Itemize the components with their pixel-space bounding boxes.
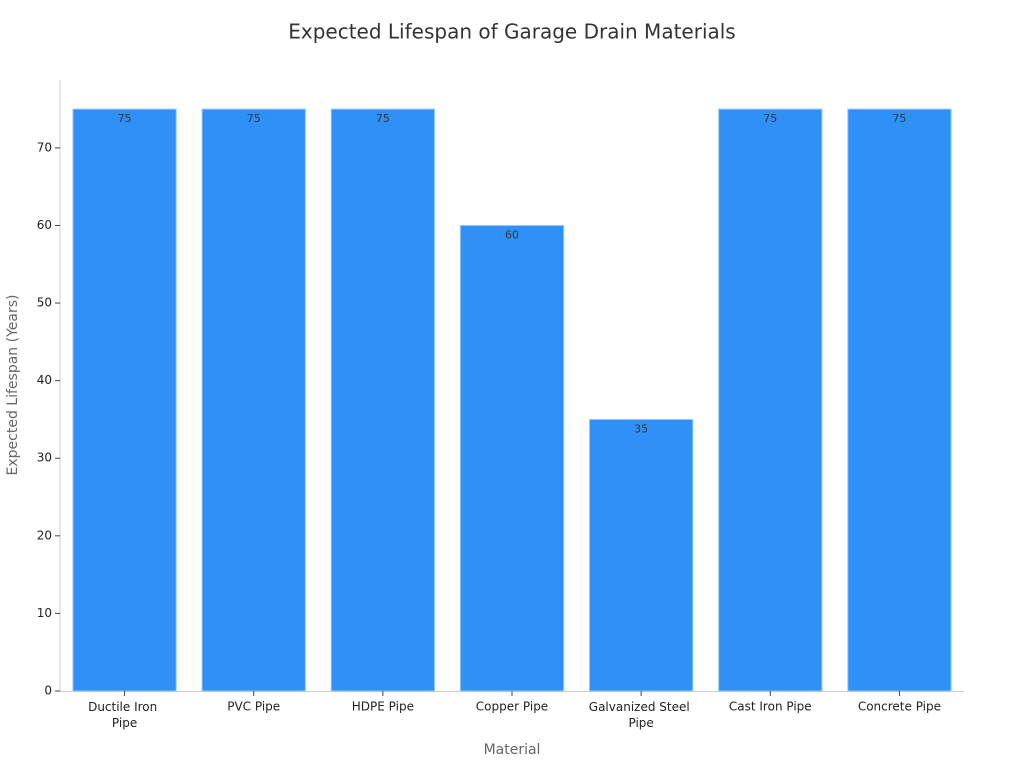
- data-label: 75: [892, 112, 906, 125]
- data-label: 75: [118, 112, 132, 125]
- x-tick-label: Concrete Pipe: [858, 700, 941, 714]
- chart-title: Expected Lifespan of Garage Drain Materi…: [288, 20, 735, 44]
- bar: [330, 108, 436, 692]
- y-tick-label: 30: [37, 451, 52, 465]
- x-tick-label: PVC Pipe: [227, 700, 280, 714]
- x-tick-label: HDPE Pipe: [352, 700, 414, 714]
- bar: [72, 108, 177, 692]
- y-axis-label: Expected Lifespan (Years): [5, 295, 21, 476]
- x-tick-label: Copper Pipe: [476, 700, 548, 714]
- bar: [201, 108, 306, 692]
- y-tick-label: 60: [37, 218, 52, 232]
- bar: [588, 418, 694, 692]
- x-tick-label: Cast Iron Pipe: [729, 700, 812, 714]
- bar: [718, 108, 823, 692]
- data-label: 75: [247, 112, 261, 125]
- y-tick-label: 70: [37, 140, 52, 154]
- y-tick-label: 20: [37, 528, 52, 542]
- data-label: 75: [763, 112, 777, 125]
- x-tick-label: Ductile Iron Pipe: [88, 700, 161, 730]
- y-tick-label: 50: [37, 296, 52, 310]
- bar: [459, 224, 565, 692]
- data-label: 75: [376, 112, 390, 125]
- data-label: 60: [505, 228, 519, 241]
- data-label: 35: [634, 422, 648, 435]
- y-tick-label: 40: [37, 373, 52, 387]
- x-tick-label: Galvanized Steel Pipe: [589, 700, 694, 730]
- y-tick-label: 0: [44, 684, 52, 698]
- bar: [847, 108, 952, 692]
- y-tick-label: 10: [37, 606, 52, 620]
- x-axis-label: Material: [484, 742, 541, 758]
